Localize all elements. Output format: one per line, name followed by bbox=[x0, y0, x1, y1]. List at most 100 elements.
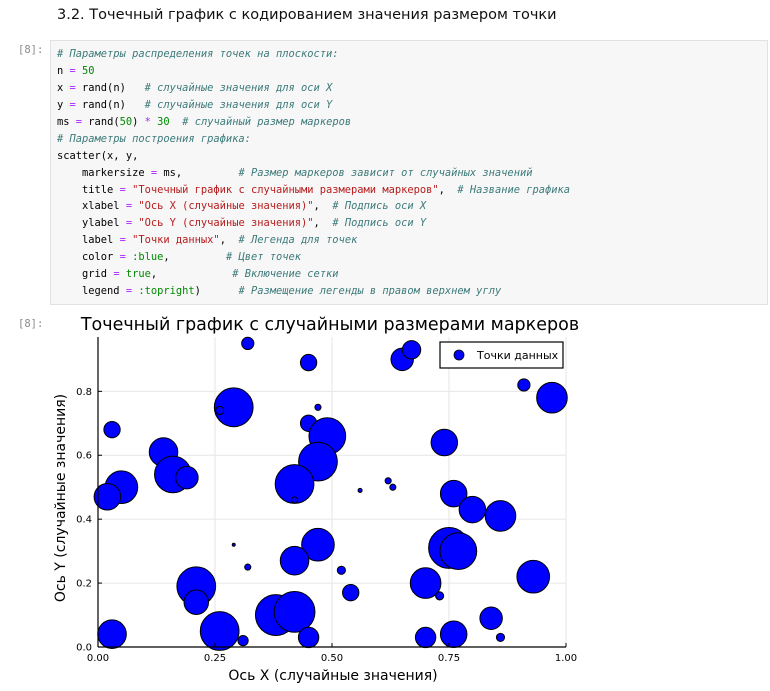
code-token: markersize bbox=[57, 166, 151, 179]
code-line: ylabel = "Ось Y (случайные значения)", #… bbox=[57, 215, 570, 232]
data-point bbox=[435, 591, 445, 601]
code-token: "Ось X (случайные значения)" bbox=[138, 200, 314, 213]
data-point bbox=[484, 500, 517, 532]
code-token: rand(n) bbox=[75, 98, 145, 111]
data-point bbox=[517, 378, 531, 392]
code-token: ) bbox=[194, 285, 239, 298]
code-token: # Подпись оси X bbox=[332, 200, 427, 213]
data-point bbox=[199, 611, 240, 651]
code-token: 50 bbox=[119, 115, 133, 128]
scatter-chart: Точечный график с случайными размерами м… bbox=[53, 315, 579, 684]
section-title: 3.2. Точечный график с кодированием знач… bbox=[57, 7, 557, 23]
data-points bbox=[93, 336, 568, 651]
code-line: color = :blue, # Цвет точек bbox=[57, 249, 570, 266]
code-token: "Ось Y (случайные значения)" bbox=[138, 217, 314, 230]
code-token: = bbox=[119, 234, 126, 247]
code-token: ) bbox=[132, 115, 145, 128]
code-token: :blue bbox=[132, 251, 164, 264]
code-token: = bbox=[69, 81, 76, 94]
data-point bbox=[439, 532, 478, 570]
code-token: # случайные значения для оси Y bbox=[144, 98, 333, 111]
code-token: y bbox=[57, 98, 70, 111]
code-token: , bbox=[150, 268, 233, 281]
data-point bbox=[237, 635, 249, 647]
code-token: , bbox=[438, 183, 458, 196]
code-token: # Параметры распределения точек на плоск… bbox=[57, 48, 339, 60]
data-point bbox=[342, 584, 360, 602]
code-token: rand(n) bbox=[75, 81, 145, 94]
code-editor[interactable]: # Параметры распределения точек на плоск… bbox=[57, 46, 570, 300]
code-token: scatter(x, y, bbox=[57, 149, 139, 162]
code-token: "Точки данных" bbox=[132, 234, 220, 247]
y-tick-label: 0.0 bbox=[76, 643, 92, 654]
data-point bbox=[389, 483, 397, 491]
code-token: * bbox=[144, 115, 151, 128]
code-token: :topright bbox=[138, 285, 195, 298]
code-line: markersize = ms, # Размер маркеров завис… bbox=[57, 165, 570, 182]
output-prompt: [8]: bbox=[18, 318, 44, 330]
data-point bbox=[414, 626, 437, 649]
output-area: Точечный график с случайными размерами м… bbox=[50, 310, 770, 687]
code-line: title = "Точечный график с случайными ра… bbox=[57, 182, 570, 199]
code-token: , bbox=[313, 217, 333, 230]
data-point bbox=[93, 483, 122, 511]
y-tick-label: 0.6 bbox=[76, 451, 92, 462]
data-point bbox=[536, 381, 568, 414]
x-tick-label: 0.50 bbox=[321, 653, 343, 664]
code-token: = bbox=[125, 285, 133, 298]
code-token: = bbox=[69, 98, 76, 111]
code-cell[interactable]: # Параметры распределения точек на плоск… bbox=[50, 40, 768, 305]
y-tick-labels: 0.0 0.2 0.4 0.6 0.8 bbox=[76, 387, 92, 654]
input-prompt: [8]: bbox=[18, 44, 44, 56]
code-token: # Легенда для точек bbox=[238, 234, 358, 247]
data-point bbox=[103, 421, 121, 439]
code-token: = bbox=[119, 251, 126, 264]
code-token: = bbox=[113, 268, 120, 281]
axes bbox=[97, 337, 567, 648]
data-point bbox=[301, 527, 335, 562]
data-point bbox=[336, 565, 346, 575]
code-line: # Параметры распределения точек на плоск… bbox=[57, 46, 570, 63]
code-line: y = rand(n) # случайные значения для оси… bbox=[57, 97, 570, 114]
code-line: ms = rand(50) * 30 # случайный размер ма… bbox=[57, 114, 570, 131]
data-point bbox=[244, 563, 252, 571]
code-token: xlabel bbox=[57, 200, 126, 213]
code-line: grid = true, # Включение сетки bbox=[57, 266, 570, 283]
code-token: # Размещение легенды в правом верхнем уг… bbox=[238, 285, 502, 298]
code-line: xlabel = "Ось X (случайные значения)", #… bbox=[57, 198, 570, 215]
data-point bbox=[479, 606, 503, 630]
data-point bbox=[401, 340, 422, 360]
code-token: ms, bbox=[157, 166, 239, 179]
x-tick-label: 0.00 bbox=[87, 653, 109, 664]
code-line: n = 50 bbox=[57, 63, 570, 80]
x-tick-label: 0.25 bbox=[204, 653, 226, 664]
y-tick-label: 0.4 bbox=[76, 515, 92, 526]
data-point bbox=[516, 559, 551, 594]
code-token: # Размер маркеров зависит от случайных з… bbox=[238, 166, 533, 179]
code-token: , bbox=[163, 251, 226, 264]
code-token: # Название графика bbox=[457, 183, 571, 196]
data-point bbox=[439, 479, 468, 508]
data-point bbox=[183, 589, 210, 615]
code-token bbox=[170, 116, 183, 128]
y-axis-label: Ось Y (случайные значения) bbox=[53, 394, 69, 602]
data-point bbox=[439, 620, 468, 648]
legend: Точки данных bbox=[439, 341, 564, 369]
code-line: label = "Точки данных", # Легенда для то… bbox=[57, 232, 570, 249]
data-point bbox=[299, 353, 318, 372]
code-token: = bbox=[75, 115, 83, 128]
data-point bbox=[409, 567, 442, 599]
code-token: = bbox=[125, 217, 133, 230]
x-axis-label: Ось X (случайные значения) bbox=[228, 668, 437, 684]
legend-label: Точки данных bbox=[476, 349, 559, 362]
y-tick-label: 0.2 bbox=[76, 579, 92, 590]
code-line: x = rand(n) # случайные значения для оси… bbox=[57, 80, 570, 97]
code-token: # Параметры построения графика: bbox=[57, 132, 251, 145]
code-token: title bbox=[57, 183, 120, 196]
chart-title: Точечный график с случайными размерами м… bbox=[80, 315, 579, 335]
code-token: rand( bbox=[82, 115, 120, 128]
code-line: scatter(x, y, bbox=[57, 148, 570, 165]
data-point bbox=[384, 477, 392, 485]
data-point bbox=[231, 542, 236, 547]
code-token: , bbox=[313, 200, 333, 213]
